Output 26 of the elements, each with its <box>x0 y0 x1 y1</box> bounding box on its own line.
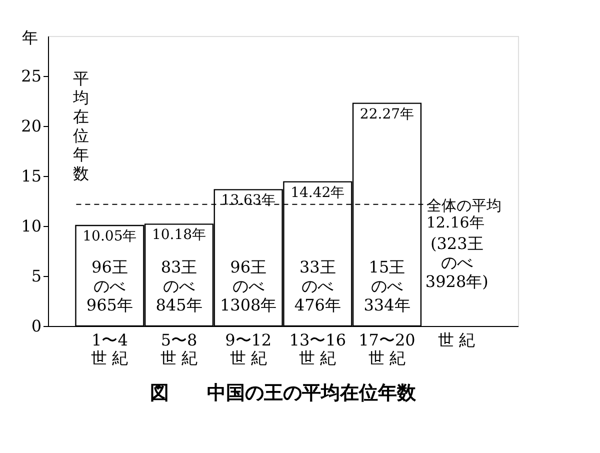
annotation: 33王のべ476年 <box>294 257 341 314</box>
data-label: 10.05年 <box>82 228 137 244</box>
annotation: 平均在位年数 <box>72 68 89 183</box>
y-tick-label: 20 <box>21 116 42 136</box>
x-tick-label: 13〜16 世 紀 <box>289 330 346 368</box>
annotation: 83王のべ845年 <box>156 257 202 314</box>
y-axis-title: 年 <box>22 28 38 47</box>
ref-line-label: 全体の平均 12.16年 <box>426 196 502 232</box>
data-label: 22.27年 <box>360 106 414 122</box>
y-tick-label: 5 <box>31 266 42 286</box>
x-axis-title: 世 紀 <box>438 330 475 350</box>
x-tick-label: 9〜12 世 紀 <box>225 330 272 368</box>
annotation: 96王のべ965年 <box>86 257 133 314</box>
x-tick-label: 5〜8 世 紀 <box>160 330 198 368</box>
y-tick-label: 10 <box>21 216 42 236</box>
x-tick-label: 1〜4 世 紀 <box>91 330 128 368</box>
text: (323王のべ3928年) <box>425 234 488 292</box>
annotation: 96王のべ1308年 <box>220 257 277 314</box>
y-tick-label: 0 <box>31 316 42 336</box>
annotation: 15王のべ334年 <box>364 257 410 314</box>
data-label: 14.42年 <box>290 184 345 201</box>
x-tick-label: 17〜20 世 紀 <box>358 330 416 368</box>
text: 図 中国の王の平均在位年数 <box>150 382 417 404</box>
data-label: 10.18年 <box>152 227 206 244</box>
y-tick-label: 25 <box>21 66 42 86</box>
y-tick-label: 15 <box>21 166 42 186</box>
